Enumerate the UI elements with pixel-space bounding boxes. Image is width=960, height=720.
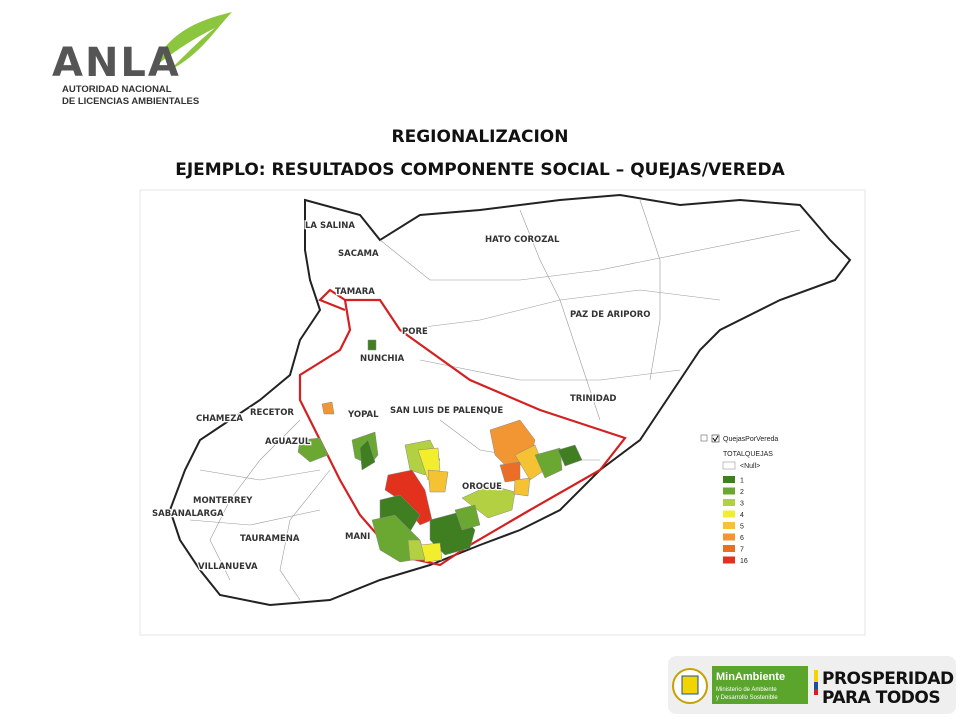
legend-field: TOTALQUEJAS — [723, 451, 773, 458]
legend-label: 7 — [740, 547, 744, 554]
map-label: CHAMEZA — [196, 414, 243, 424]
shield-emblem — [681, 675, 699, 695]
vereda-area — [384, 469, 433, 526]
vereda-area — [427, 469, 449, 493]
legend-swatch — [723, 545, 735, 552]
map-label: PAZ DE ARIPORO — [570, 310, 650, 320]
map-label: YOPAL — [347, 410, 379, 420]
legend-swatch — [722, 461, 736, 470]
footer: MinAmbiente Ministerio de Ambiente y Des… — [668, 656, 956, 714]
vereda-area — [297, 437, 329, 463]
legend-toggle[interactable] — [700, 434, 708, 442]
map-label: AGUAZUL — [265, 437, 311, 447]
map-label: LA SALINA — [305, 221, 355, 231]
vereda-area — [367, 339, 377, 351]
anla-logo: ANLA AUTORIDAD NACIONAL DE LICENCIAS AMB… — [52, 12, 232, 107]
vereda-area — [513, 477, 531, 497]
vereda-lines — [189, 199, 801, 601]
legend-swatch — [723, 556, 735, 564]
vereda-area — [454, 504, 481, 531]
map-label: VILLANUEVA — [198, 562, 258, 572]
vereda-area — [359, 439, 376, 471]
legend-label: 3 — [740, 501, 744, 508]
complaint-areas — [297, 339, 583, 563]
logo-leaf — [150, 12, 232, 70]
map: LA SALINA SACAMA TAMARA PORE NUNCHIA HATO COR… — [151, 193, 852, 607]
legend-label: 6 — [740, 535, 744, 542]
legend-label: 2 — [740, 489, 744, 496]
legend-checkbox[interactable] — [711, 434, 720, 443]
ministry-sub: y Desarrollo Sostenible — [716, 695, 778, 701]
logo-subtitle: AUTORIDAD NACIONAL — [62, 84, 172, 95]
legend-swatch — [723, 522, 735, 529]
map-label: RECETOR — [250, 408, 294, 418]
legend-swatch — [723, 499, 735, 506]
slogan: PARA TODOS — [822, 688, 940, 708]
vereda-area — [534, 447, 563, 479]
legend: QuejasPorVereda TOTALQUEJAS <Null> 1 2 3 4 5… — [700, 434, 778, 565]
logo-name: ANLA — [52, 40, 181, 86]
title: REGIONALIZACION — [392, 127, 569, 147]
region-boundary — [298, 288, 627, 567]
flag-stripe — [814, 682, 818, 689]
ministry-sub: Ministerio de Ambiente — [716, 687, 777, 693]
legend-swatch — [723, 476, 735, 483]
legend-layer: QuejasPorVereda — [723, 436, 778, 443]
legend-swatch — [723, 510, 735, 518]
map-label: SAN LUIS DE PALENQUE — [390, 406, 503, 416]
map-label: SABANALARGA — [152, 509, 224, 519]
logo-subtitle: DE LICENCIAS AMBIENTALES — [62, 96, 199, 107]
map-label: MONTERREY — [193, 496, 253, 506]
legend-swatch — [723, 487, 735, 495]
map-label: SACAMA — [338, 249, 379, 259]
map-label: OROCUE — [462, 482, 502, 492]
legend-swatch — [723, 533, 735, 541]
legend-label: 16 — [740, 558, 748, 565]
subtitle: EJEMPLO: RESULTADOS COMPONENTE SOCIAL – … — [175, 160, 785, 180]
vereda-area — [557, 444, 583, 467]
map-label: MANI — [345, 532, 370, 542]
map-label: TRINIDAD — [570, 394, 616, 404]
checkmark — [712, 435, 719, 442]
map-label: TAMARA — [335, 287, 375, 297]
vereda-area — [407, 539, 426, 561]
vereda-area — [321, 401, 335, 415]
flag-stripe — [814, 670, 818, 682]
map-label: NUNCHIA — [360, 354, 405, 364]
legend-label: 1 — [740, 478, 744, 485]
map-label: PORE — [402, 327, 428, 337]
vereda-area — [461, 484, 516, 519]
map-labels: LA SALINA SACAMA TAMARA PORE NUNCHIA HATO COR… — [151, 220, 652, 574]
legend-label: 4 — [740, 512, 744, 519]
legend-null: <Null> — [740, 463, 760, 470]
map-label: TAURAMENA — [240, 534, 300, 544]
map-label: HATO COROZAL — [485, 235, 560, 245]
ministry-box — [712, 666, 808, 704]
slogan: PROSPERIDAD — [822, 669, 954, 689]
flag-stripe — [814, 689, 818, 695]
legend-label: 5 — [740, 524, 744, 531]
ministry-name: MinAmbiente — [716, 671, 785, 683]
